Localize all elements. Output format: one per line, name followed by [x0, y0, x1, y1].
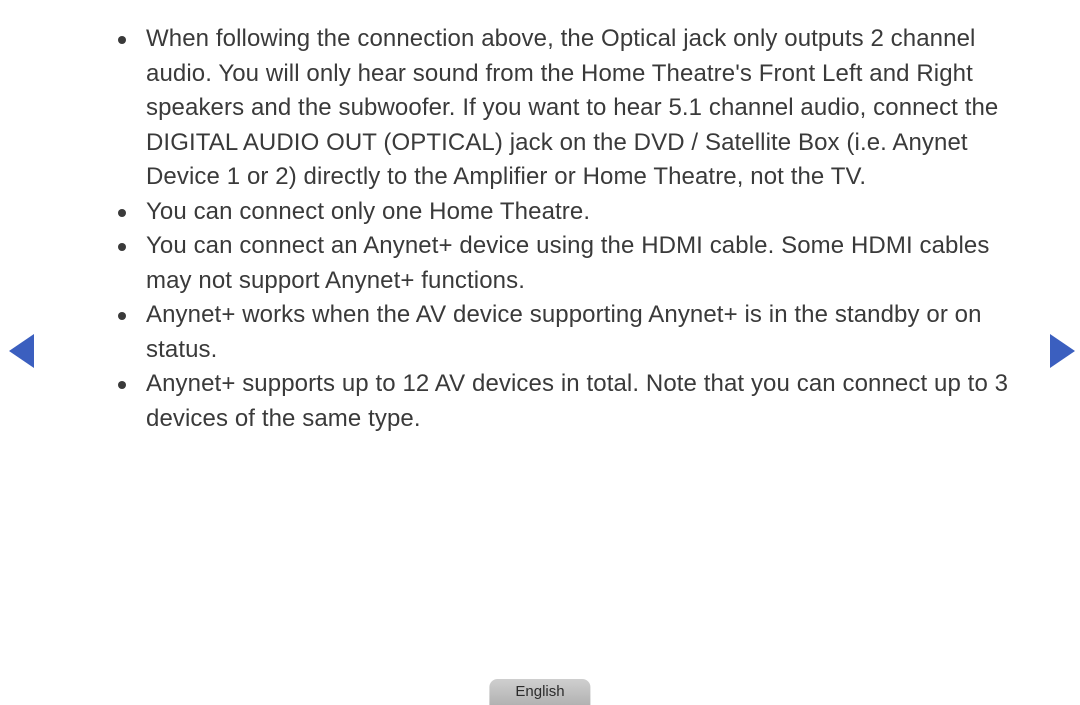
list-item: You can connect only one Home Theatre. — [108, 195, 1028, 230]
language-badge[interactable]: English — [489, 679, 590, 705]
list-item-text: Anynet+ works when the AV device support… — [146, 301, 982, 363]
list-item: Anynet+ works when the AV device support… — [108, 298, 1028, 367]
list-item-text: You can connect only one Home Theatre. — [146, 198, 590, 225]
list-item: You can connect an Anynet+ device using … — [108, 229, 1028, 298]
list-item-text: Anynet+ supports up to 12 AV devices in … — [146, 370, 1008, 432]
previous-page-arrow-icon[interactable] — [9, 334, 34, 368]
list-item: When following the connection above, the… — [108, 22, 1028, 195]
bullet-list: When following the connection above, the… — [108, 22, 1028, 437]
language-label: English — [515, 683, 564, 700]
list-item-text: You can connect an Anynet+ device using … — [146, 232, 989, 294]
bullet-list-container: When following the connection above, the… — [108, 22, 1028, 437]
next-page-arrow-icon[interactable] — [1050, 334, 1075, 368]
list-item-text: When following the connection above, the… — [146, 25, 998, 190]
list-item: Anynet+ supports up to 12 AV devices in … — [108, 367, 1028, 436]
